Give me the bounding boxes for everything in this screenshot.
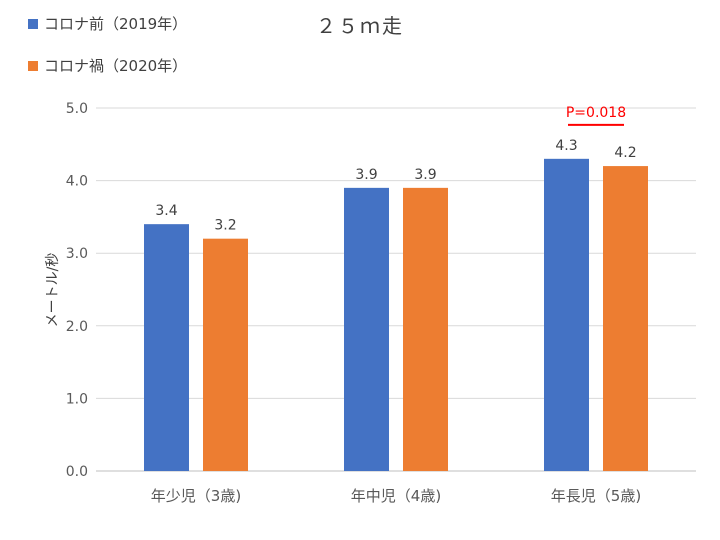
x-tick-label: 年長児（5歳) — [551, 487, 641, 505]
legend-label-2020: コロナ禍（2020年） — [44, 57, 188, 75]
data-label: 4.3 — [555, 138, 577, 154]
data-label: 3.4 — [155, 203, 177, 219]
significance-label: P=0.018 — [566, 105, 626, 121]
data-label: 3.2 — [214, 218, 236, 234]
bar-2020 — [603, 166, 648, 471]
chart-title: ２５ｍ走 — [316, 14, 404, 38]
data-label: 3.9 — [355, 167, 377, 183]
legend-label-2019: コロナ前（2019年） — [44, 15, 188, 33]
y-tick-label: 2.0 — [66, 319, 88, 335]
data-label: 3.9 — [414, 167, 436, 183]
bar-2020 — [203, 238, 248, 471]
y-tick-label: 0.0 — [66, 464, 88, 480]
y-tick-label: 5.0 — [66, 101, 88, 117]
bar-2019 — [344, 187, 389, 472]
legend-swatch-2019 — [28, 19, 38, 29]
bar-2019 — [144, 224, 189, 471]
data-label: 4.2 — [614, 145, 636, 161]
x-tick-label: 年中児（4歳) — [351, 487, 441, 505]
x-tick-label: 年少児（3歳) — [151, 487, 241, 505]
y-tick-label: 4.0 — [66, 174, 88, 190]
legend-swatch-2020 — [28, 61, 38, 71]
y-tick-label: 3.0 — [66, 246, 88, 262]
y-tick-label: 1.0 — [66, 391, 88, 407]
bar-2020 — [403, 187, 448, 472]
bar-2019 — [544, 158, 589, 471]
